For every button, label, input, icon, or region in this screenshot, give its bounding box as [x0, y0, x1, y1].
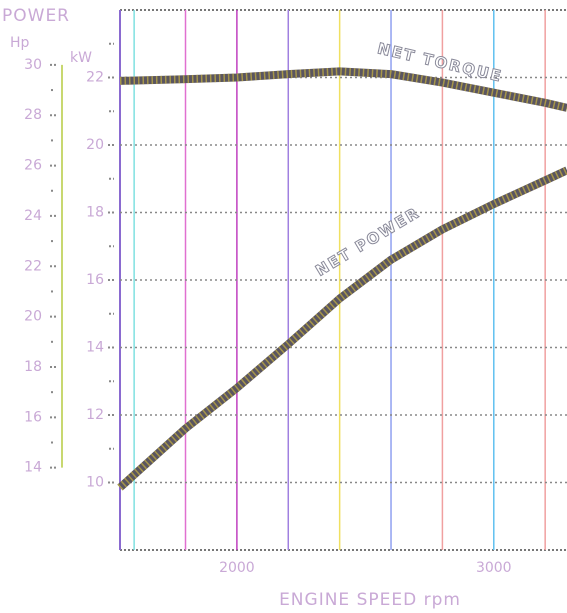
y2-tick-label: 16 [24, 409, 42, 425]
y2-tick-label: 30 [24, 57, 42, 73]
y-tick-label: 14 [86, 340, 104, 356]
y-tick-label: 12 [86, 407, 104, 423]
x-axis-label: ENGINE SPEED rpm [279, 590, 461, 610]
data-line-stripes [117, 166, 567, 491]
y2-tick-label: 28 [24, 107, 42, 123]
y-tick-label: 20 [86, 137, 104, 153]
y2-axis-label: Hp [10, 35, 30, 51]
x-tick-label: 2000 [219, 560, 255, 576]
x-tick-label: 3000 [476, 560, 512, 576]
y-tick-label: 16 [86, 272, 104, 288]
y2-tick-label: 26 [24, 158, 42, 174]
y2-tick-label: 20 [24, 309, 42, 325]
y-tick-label: 10 [86, 475, 104, 491]
y2-tick-label: 24 [24, 208, 42, 224]
y2-tick-label: 14 [24, 460, 42, 476]
annotation: NET POWER [312, 203, 423, 279]
y-axis-label: kW [70, 50, 92, 66]
data-line [117, 166, 567, 491]
y2-tick-label: 22 [24, 258, 42, 274]
y-tick-label: 18 [86, 205, 104, 221]
y2-tick-label: 18 [24, 359, 42, 375]
data-line-stripes [119, 67, 567, 112]
chart-title: POWER [2, 6, 70, 26]
y-tick-label: 22 [86, 70, 104, 86]
